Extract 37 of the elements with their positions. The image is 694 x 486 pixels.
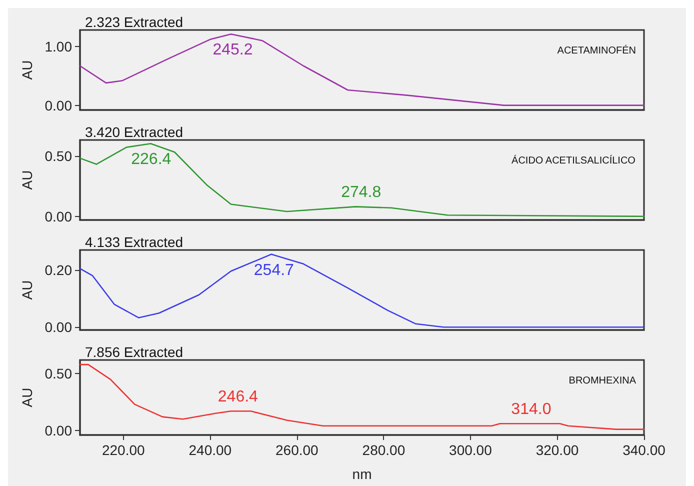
y-tick-label: 0.20 — [44, 262, 72, 278]
line-series — [79, 33, 645, 106]
annotation: 246.4 — [218, 388, 258, 406]
x-axis-title: nm — [352, 466, 372, 482]
x-tick-label: 220.00 — [102, 442, 146, 458]
y-tick-label: 0.00 — [44, 97, 72, 114]
y-tick-label: 0.00 — [44, 319, 72, 336]
annotation: ACETAMINOFÉN — [557, 44, 636, 56]
y-tick-label: 0.00 — [44, 422, 72, 438]
chart-title: 4.133 Extracted — [85, 234, 184, 250]
x-tick-label: 260.00 — [276, 442, 319, 458]
line-series — [79, 254, 645, 328]
y-axis-title: AU — [18, 170, 35, 190]
x-tick-label: 280.00 — [362, 442, 406, 458]
x-tick-label: 300.00 — [449, 442, 492, 458]
annotation: ÁCIDO ACETILSALICÍLICO — [512, 154, 636, 166]
annotation: 254.7 — [254, 262, 294, 279]
annotation: 314.0 — [511, 401, 552, 418]
chart-title: 2.323 Extracted — [85, 14, 184, 30]
chart-title: 7.856 Extracted — [85, 344, 184, 360]
annotation: BROMHEXINA — [568, 376, 636, 386]
chart-title: 3.420 Extracted — [85, 124, 184, 140]
y-tick-label: 0.50 — [44, 366, 72, 382]
y-tick-label: 1.00 — [44, 38, 72, 54]
annotation: 245.2 — [212, 42, 253, 59]
y-axis-title: AU — [18, 388, 35, 408]
y-axis-title: AU — [18, 280, 35, 300]
line-series — [79, 142, 645, 218]
y-tick-label: 0.50 — [44, 148, 72, 164]
line-series — [79, 364, 645, 430]
y-tick-label: 0.00 — [44, 208, 72, 224]
x-tick-label: 340.00 — [622, 442, 666, 458]
annotation: 226.4 — [131, 151, 172, 168]
y-axis-title: AU — [18, 60, 35, 80]
x-tick-label: 320.00 — [536, 442, 579, 458]
annotation: 274.8 — [341, 184, 382, 202]
x-tick-label: 240.00 — [188, 442, 232, 458]
